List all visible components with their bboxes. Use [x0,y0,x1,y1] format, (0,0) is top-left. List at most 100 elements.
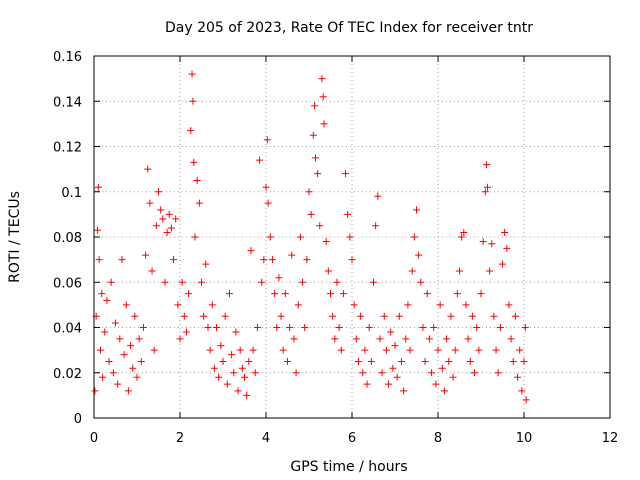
data-point-marker [137,357,145,365]
y-tick-label: 0.1 [61,186,82,201]
data-point-marker [144,165,152,173]
data-point-marker [475,346,483,354]
data-point-marker [112,319,119,327]
data-point-marker [344,210,352,218]
data-point-marker [299,278,307,286]
data-point-marker [185,290,193,298]
data-point-marker [404,301,412,309]
data-point-marker [451,346,459,354]
data-point-marker [318,75,326,83]
data-point-marker [316,222,324,230]
data-point-marker [486,267,494,275]
data-point-marker [363,380,371,388]
data-point-marker [327,290,334,298]
data-point-marker [319,93,327,101]
data-point-marker [217,342,225,350]
data-point-marker [391,342,399,350]
data-point-marker [249,346,257,354]
data-point-marker [189,97,197,105]
data-point-marker [182,328,190,336]
data-point-marker [354,357,362,365]
axis-ticks [93,55,611,419]
data-point-marker [290,335,298,343]
data-point-marker [402,335,410,343]
data-point-marker [93,226,101,234]
data-point-marker [146,199,154,207]
data-point-marker [395,312,403,320]
data-point-marker [260,256,268,264]
data-point-marker [507,335,515,343]
y-tick-label: 0.16 [53,50,82,65]
data-point-marker [408,267,416,275]
data-point-marker [263,136,271,144]
data-point-marker [193,176,201,184]
data-point-marker [188,70,196,78]
data-point-marker [230,369,238,377]
y-tick-label: 0.02 [53,367,82,382]
data-point-marker [400,387,408,395]
data-point-marker [503,244,511,252]
data-point-marker [335,324,343,331]
data-point-marker [279,346,287,354]
data-point-marker [286,324,294,331]
data-point-marker [483,161,491,169]
y-tick-label: 0.08 [53,231,82,246]
data-point-marker [98,290,106,298]
data-point-marker [421,357,429,365]
data-point-marker [228,351,236,359]
data-point-marker [120,351,128,359]
x-tick-label: 8 [434,431,442,446]
data-point-marker [157,206,165,214]
data-point-marker [165,210,173,218]
data-point-marker [359,369,367,377]
data-point-marker [382,346,390,354]
data-point-marker [387,328,395,336]
data-point-marker [499,260,506,268]
data-point-marker [449,373,457,381]
data-point-marker [202,260,210,268]
data-point-marker [509,357,517,365]
data-point-marker [348,256,356,264]
data-point-marker [232,328,240,336]
data-point-marker [273,324,281,331]
data-point-marker [180,312,188,320]
data-point-marker [333,278,341,286]
data-point-marker [195,199,203,207]
y-tick-label: 0 [74,412,82,427]
data-point-marker [357,312,365,320]
data-point-marker [494,369,502,377]
data-point-marker [122,301,130,309]
data-point-marker [219,357,227,365]
data-point-marker [460,228,468,236]
data-point-marker [445,357,453,365]
data-point-marker [432,380,440,388]
data-point-marker [200,312,208,320]
data-point-marker [264,199,272,207]
data-point-marker [94,183,102,191]
data-point-marker [210,364,218,372]
data-point-marker [275,274,283,282]
data-point-marker [99,373,107,381]
data-point-marker [124,387,132,395]
data-point-marker [243,391,251,399]
data-point-marker [397,357,405,365]
data-point-marker [135,335,143,343]
data-point-marker [139,324,147,331]
data-point-marker [361,346,369,354]
data-point-marker [423,290,431,298]
data-point-marker [511,312,519,320]
data-point-marker [447,312,455,320]
data-point-marker [309,131,317,139]
data-point-marker [301,324,309,331]
data-point-marker [118,256,126,264]
data-point-marker [496,324,504,331]
data-point-marker [204,324,212,331]
data-point-marker [131,312,139,320]
data-point-marker [170,256,178,264]
data-point-marker [453,290,461,298]
data-point-marker [161,278,169,286]
data-point-marker [372,222,380,230]
data-point-marker [436,301,444,309]
data-point-marker [116,335,124,343]
data-point-marker [514,373,522,381]
